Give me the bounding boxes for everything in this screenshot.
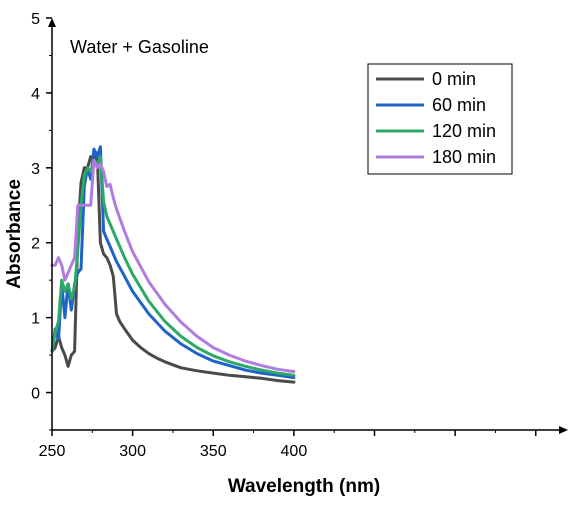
- series-line: [50, 145, 296, 380]
- legend: 0 min 60 min 120 min 180 min: [367, 63, 513, 175]
- y-tick-label: 0: [31, 386, 40, 403]
- y-tick-label: 2: [31, 236, 40, 253]
- x-tick-label: 400: [281, 443, 308, 460]
- series-line: [50, 151, 296, 384]
- axes: [48, 18, 568, 434]
- y-tick-label: 3: [31, 161, 40, 178]
- y-tick-label: 5: [31, 11, 40, 28]
- y-axis-label: Absorbance: [4, 179, 25, 289]
- legend-label: 60 min: [432, 95, 486, 115]
- y-tick-label: 4: [31, 86, 40, 103]
- x-axis-label: Wavelength (nm): [228, 476, 380, 497]
- legend-label: 120 min: [432, 121, 496, 141]
- y-tick-label: 1: [31, 311, 40, 328]
- chart-annotation: Water + Gasoline: [70, 37, 209, 57]
- series-line: [50, 158, 296, 374]
- x-axis-arrow: [559, 426, 568, 434]
- x-tick-label: 250: [39, 443, 66, 460]
- x-tick-label: 350: [200, 443, 227, 460]
- y-axis-arrow: [48, 18, 56, 27]
- legend-label: 180 min: [432, 147, 496, 167]
- series-line: [50, 155, 296, 377]
- ticks: 250 300 350 400 0 1 2 3 4 5: [31, 11, 537, 460]
- legend-label: 0 min: [432, 69, 476, 89]
- x-tick-label: 300: [119, 443, 146, 460]
- series-lines: [50, 145, 296, 384]
